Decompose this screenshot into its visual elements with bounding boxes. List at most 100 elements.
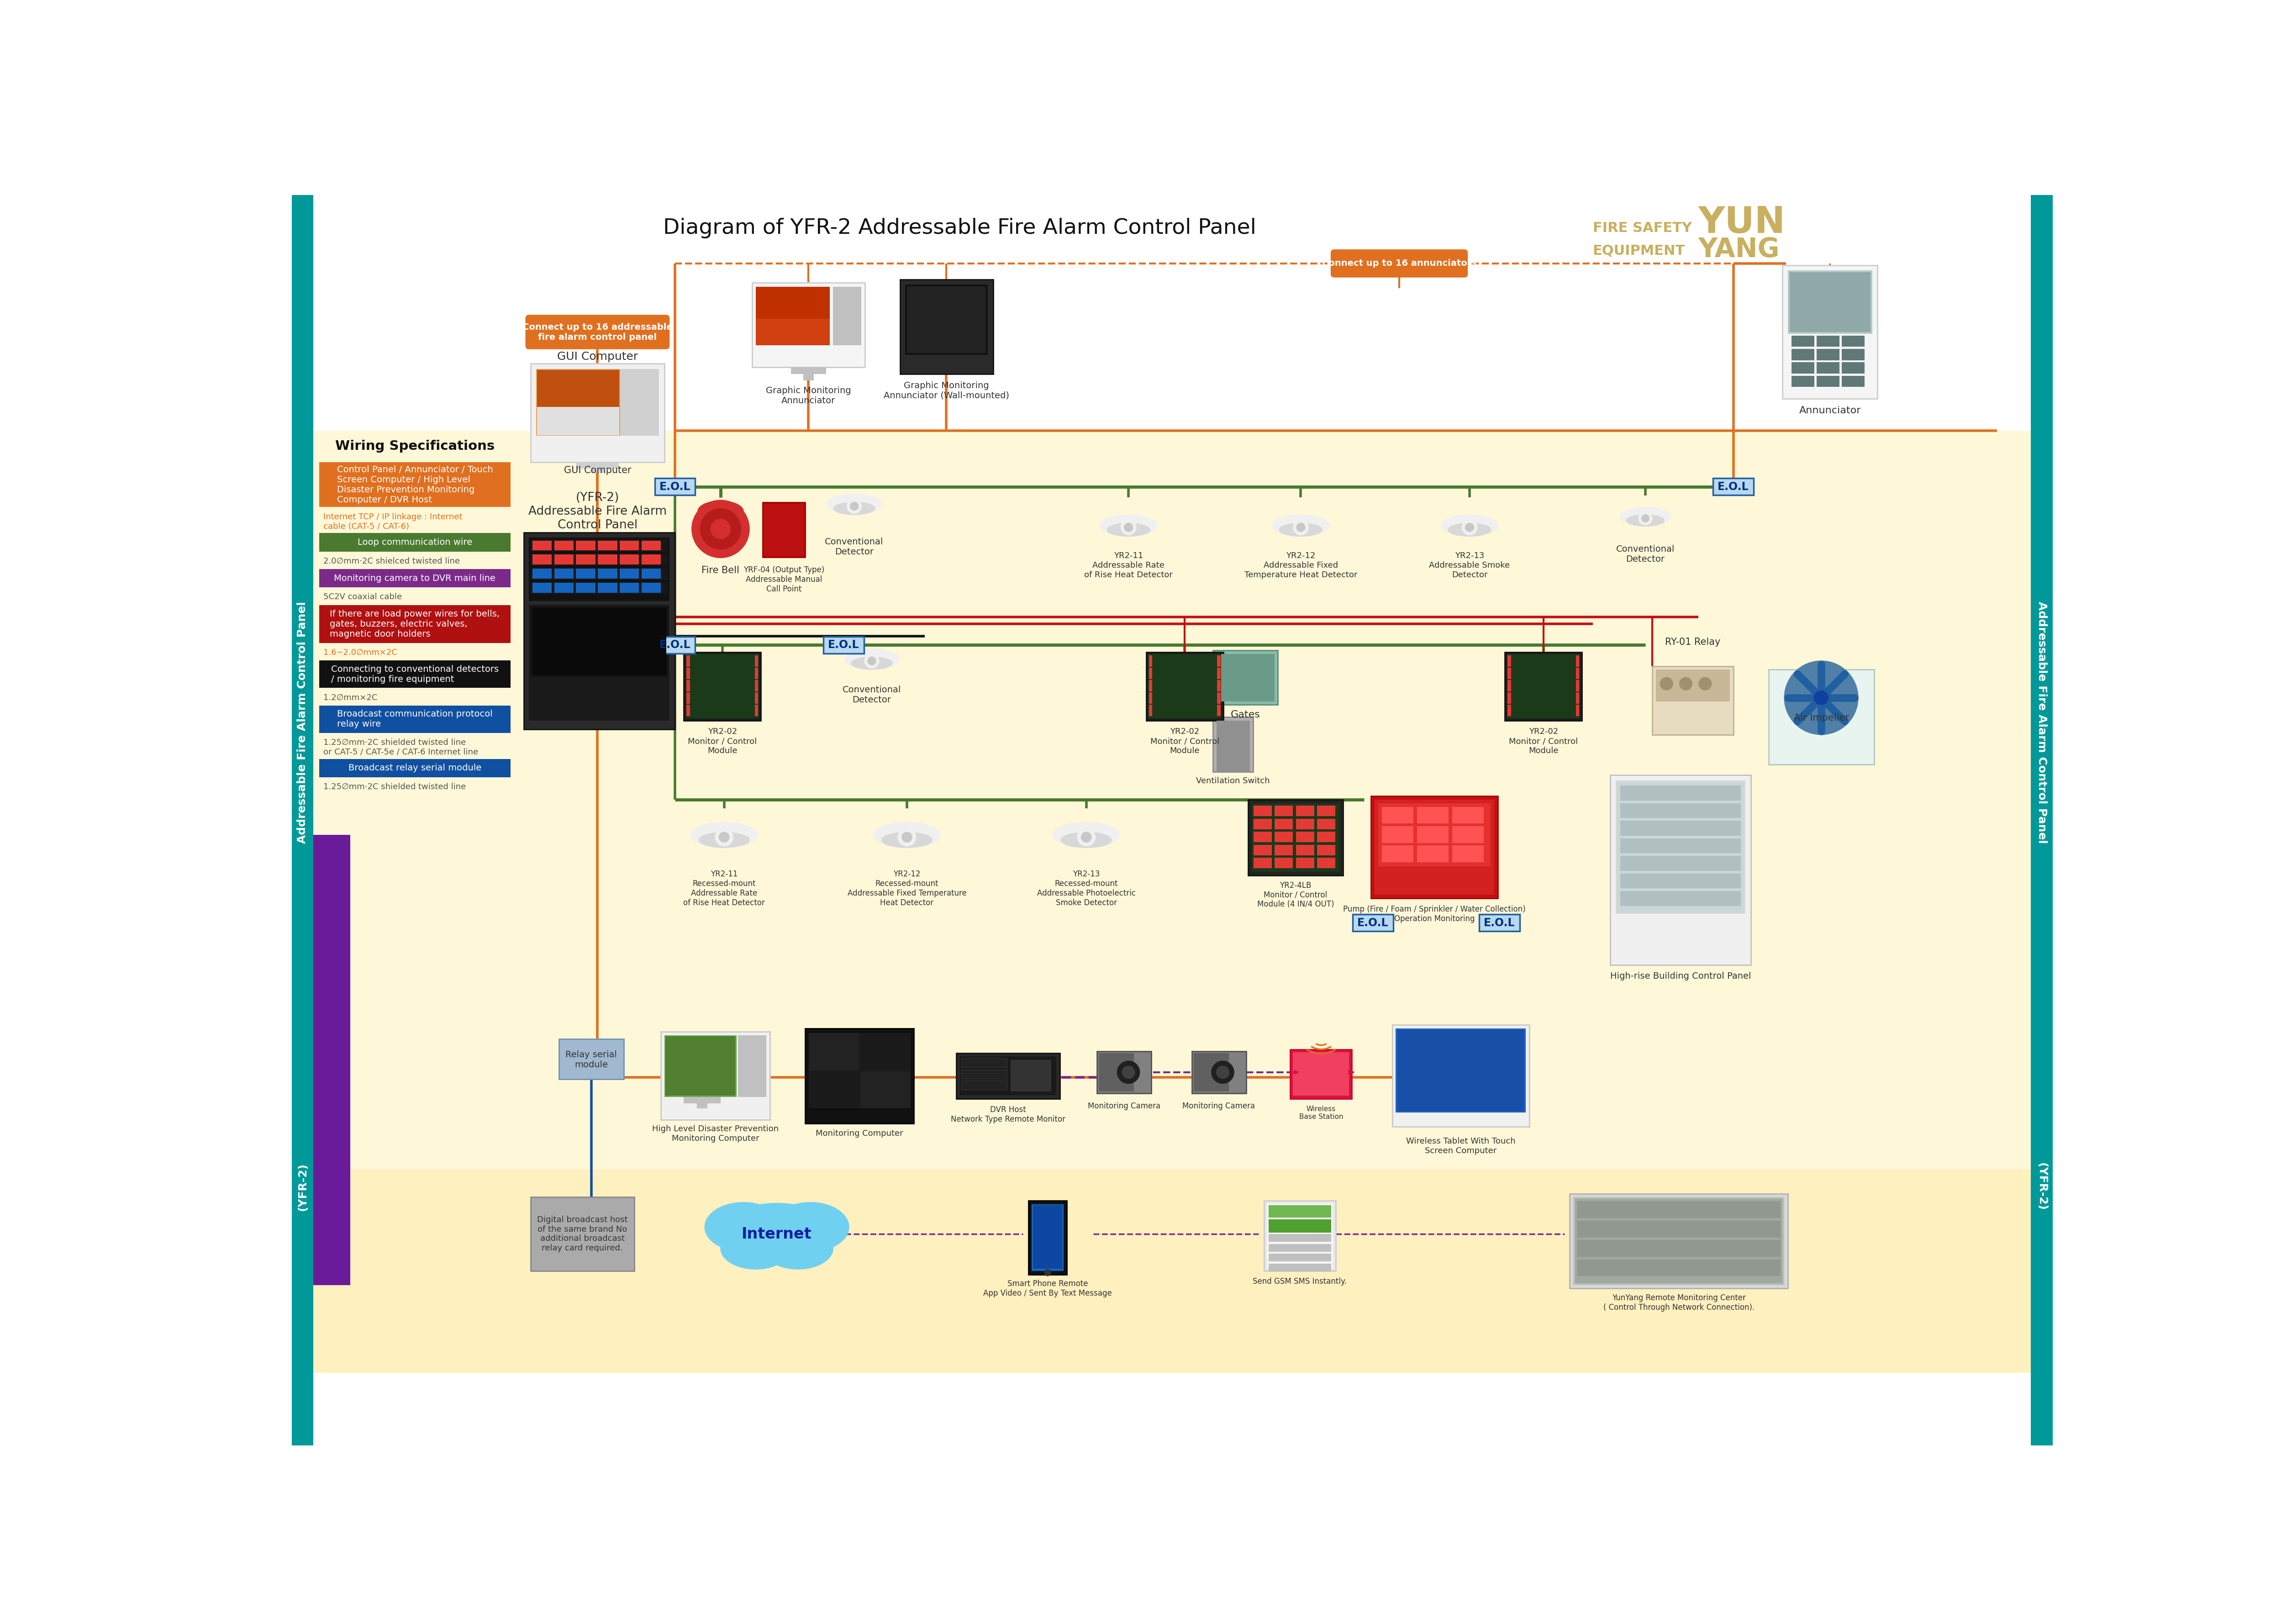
- Bar: [860, 1033, 910, 1070]
- Bar: [1192, 1051, 1246, 1093]
- Bar: [576, 463, 617, 468]
- Bar: [807, 1031, 910, 1109]
- Text: 2.0∅mm·2C shielced twisted line: 2.0∅mm·2C shielced twisted line: [322, 557, 460, 565]
- Text: YunYang Remote Monitoring Center
( Control Through Network Connection).: YunYang Remote Monitoring Center ( Contr…: [1603, 1294, 1754, 1312]
- Text: DVR Host
Network Type Remote Monitor: DVR Host Network Type Remote Monitor: [951, 1106, 1066, 1124]
- Ellipse shape: [691, 822, 757, 848]
- Circle shape: [1784, 661, 1857, 734]
- Circle shape: [846, 499, 862, 513]
- Text: YR2-12
Addressable Fixed
Temperature Heat Detector: YR2-12 Addressable Fixed Temperature Hea…: [1244, 552, 1356, 580]
- Ellipse shape: [764, 1228, 832, 1270]
- Circle shape: [1660, 677, 1672, 690]
- Bar: [1507, 656, 1512, 667]
- Bar: [313, 1372, 2031, 1445]
- Bar: [755, 680, 759, 692]
- Bar: [1146, 651, 1224, 721]
- Ellipse shape: [704, 1202, 782, 1252]
- Ellipse shape: [718, 1203, 837, 1265]
- Bar: [1317, 844, 1336, 856]
- Bar: [597, 541, 617, 551]
- Bar: [832, 287, 862, 344]
- Bar: [654, 479, 695, 495]
- Ellipse shape: [698, 500, 743, 521]
- Bar: [1619, 820, 1740, 836]
- Text: FIRE SAFETY: FIRE SAFETY: [1592, 221, 1692, 235]
- Text: YR2-02
Monitor / Control
Module: YR2-02 Monitor / Control Module: [1509, 728, 1578, 755]
- Bar: [1480, 914, 1519, 931]
- Bar: [1253, 857, 1272, 869]
- Text: Graphic Monitoring
Annunciator: Graphic Monitoring Annunciator: [766, 387, 851, 406]
- Bar: [1274, 818, 1292, 830]
- Bar: [318, 758, 510, 778]
- Bar: [1615, 781, 1745, 914]
- Bar: [1788, 271, 1873, 335]
- Bar: [620, 568, 638, 578]
- Bar: [686, 656, 691, 667]
- Bar: [1194, 1052, 1228, 1091]
- Bar: [908, 286, 986, 352]
- Bar: [531, 606, 668, 677]
- Bar: [684, 651, 762, 721]
- Bar: [860, 1072, 910, 1109]
- Bar: [1253, 806, 1272, 817]
- Bar: [318, 604, 510, 643]
- Bar: [1297, 857, 1315, 869]
- Bar: [1578, 1259, 1779, 1276]
- Bar: [533, 568, 551, 578]
- Bar: [661, 1031, 771, 1119]
- Bar: [620, 583, 638, 593]
- Bar: [1297, 844, 1315, 856]
- Bar: [1031, 1203, 1063, 1272]
- Ellipse shape: [835, 502, 876, 515]
- Bar: [1619, 786, 1740, 801]
- Bar: [553, 583, 574, 593]
- Ellipse shape: [874, 822, 940, 848]
- Bar: [640, 568, 661, 578]
- Text: Monitoring Camera: Monitoring Camera: [1089, 1103, 1160, 1111]
- Ellipse shape: [1448, 523, 1491, 536]
- Bar: [1576, 1199, 1782, 1283]
- Bar: [1578, 1202, 1779, 1218]
- Text: If there are load power wires for bells,
gates, buzzers, electric valves,
magnet: If there are load power wires for bells,…: [329, 609, 501, 638]
- Text: Annunciator: Annunciator: [1800, 406, 1862, 416]
- Text: E.O.L: E.O.L: [659, 481, 691, 492]
- Circle shape: [1461, 520, 1477, 534]
- Bar: [686, 680, 691, 692]
- Circle shape: [1292, 520, 1308, 534]
- Bar: [1148, 692, 1153, 703]
- Bar: [531, 581, 668, 594]
- Bar: [535, 369, 620, 435]
- Text: YR2-11
Recessed-mount
Addressable Rate
of Rise Heat Detector: YR2-11 Recessed-mount Addressable Rate o…: [684, 870, 764, 906]
- Bar: [1816, 375, 1839, 387]
- Bar: [533, 555, 551, 565]
- Bar: [524, 533, 675, 729]
- Circle shape: [716, 828, 734, 846]
- Bar: [1253, 831, 1272, 843]
- Bar: [1841, 362, 1864, 374]
- Circle shape: [1642, 515, 1649, 523]
- Bar: [313, 1169, 2031, 1372]
- Bar: [1505, 651, 1583, 721]
- Bar: [531, 554, 668, 565]
- Bar: [597, 568, 617, 578]
- Circle shape: [1123, 1065, 1134, 1078]
- Bar: [313, 835, 350, 1285]
- Bar: [686, 692, 691, 703]
- Bar: [1841, 336, 1864, 348]
- Text: Wiring Specifications: Wiring Specifications: [336, 440, 494, 453]
- Bar: [1269, 1244, 1331, 1252]
- FancyBboxPatch shape: [1331, 250, 1468, 278]
- Bar: [1654, 666, 1734, 734]
- Bar: [620, 555, 638, 565]
- Bar: [686, 654, 759, 718]
- Bar: [654, 637, 695, 653]
- Bar: [1297, 806, 1315, 817]
- Bar: [531, 1197, 633, 1272]
- Bar: [906, 284, 988, 356]
- Text: Wireless
Base Station: Wireless Base Station: [1299, 1106, 1342, 1121]
- Bar: [533, 541, 551, 551]
- Bar: [576, 568, 595, 578]
- Bar: [576, 583, 595, 593]
- Text: Connect up to 16 addressable
fire alarm control panel: Connect up to 16 addressable fire alarm …: [521, 323, 672, 341]
- Bar: [764, 502, 805, 557]
